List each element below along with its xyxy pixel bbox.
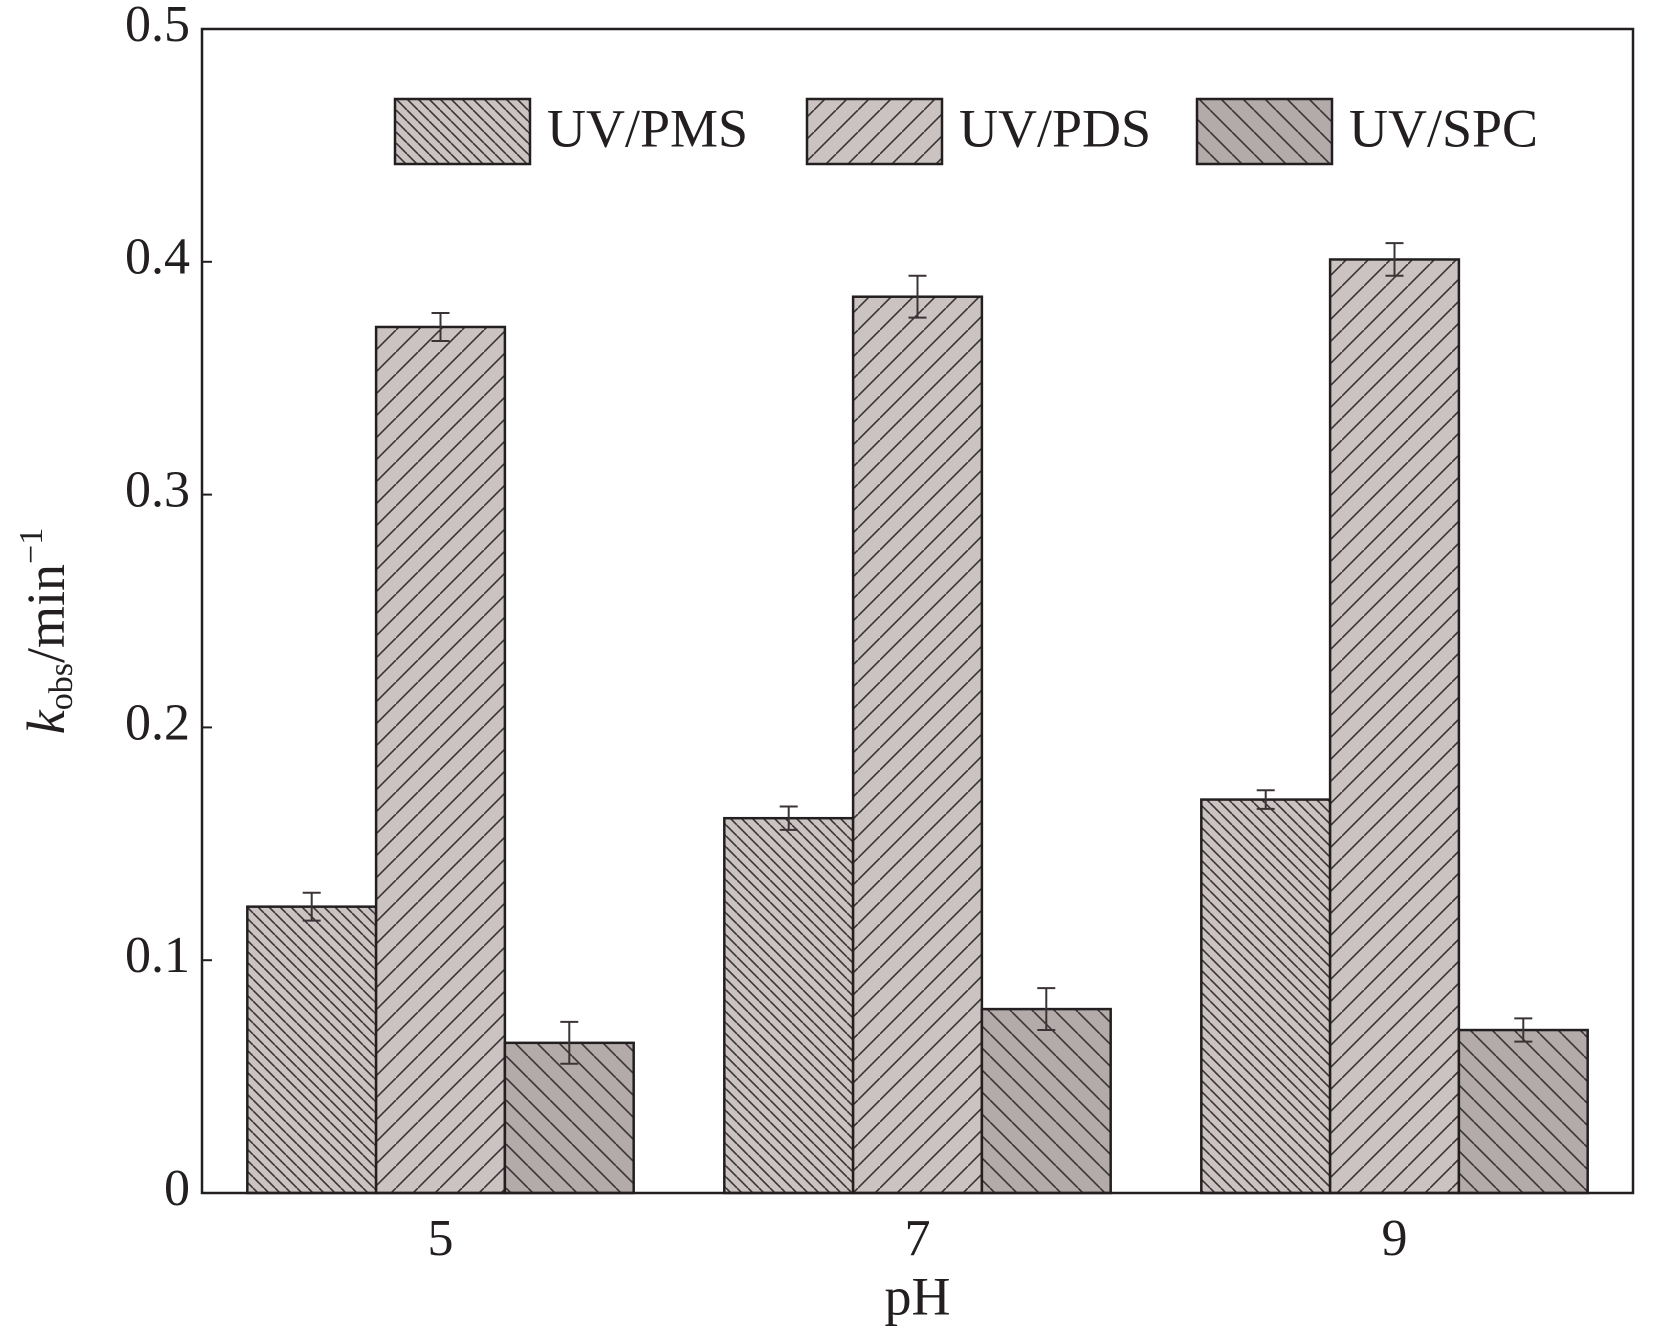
error-bar bbox=[560, 1020, 579, 1065]
y-axis-label-part: obs bbox=[43, 663, 80, 710]
x-axis-label: pH bbox=[885, 1266, 951, 1326]
error-bar bbox=[302, 891, 321, 922]
y-axis-label-part: −1 bbox=[13, 528, 50, 564]
error-bar bbox=[779, 805, 798, 831]
y-axis-label-part: k bbox=[16, 709, 76, 734]
bar bbox=[723, 816, 855, 1195]
legend-swatch bbox=[805, 97, 944, 166]
legend-label: UV/PDS bbox=[959, 98, 1151, 158]
bar bbox=[1328, 258, 1461, 1195]
y-tick-label: 0.5 bbox=[125, 0, 190, 53]
y-axis-label-part: /min bbox=[16, 564, 76, 663]
legend-swatch bbox=[393, 97, 532, 166]
x-tick-label: 5 bbox=[428, 1210, 454, 1267]
y-tick-label: 0.3 bbox=[125, 462, 190, 519]
error-bar bbox=[431, 312, 450, 342]
bar bbox=[374, 325, 507, 1195]
bar bbox=[1200, 798, 1332, 1195]
error-bar bbox=[1037, 987, 1056, 1032]
error-bar bbox=[1385, 242, 1404, 277]
y-tick-label: 0.4 bbox=[125, 229, 190, 286]
y-axis-label: kobs/min−1 bbox=[13, 528, 80, 734]
y-tick-label: 0 bbox=[164, 1160, 190, 1217]
bar bbox=[1457, 1028, 1589, 1195]
legend-label: UV/SPC bbox=[1349, 98, 1538, 158]
bar bbox=[980, 1007, 1112, 1195]
y-tick-label: 0.1 bbox=[125, 927, 190, 984]
x-tick-label: 7 bbox=[905, 1210, 931, 1267]
plot-frame bbox=[200, 27, 1635, 1195]
x-tick-label: 9 bbox=[1382, 1210, 1408, 1267]
bar bbox=[246, 905, 378, 1195]
error-bar bbox=[1514, 1017, 1533, 1043]
bar bbox=[851, 295, 984, 1195]
legend-label: UV/PMS bbox=[547, 98, 748, 158]
error-bar bbox=[1256, 789, 1275, 810]
error-bar bbox=[908, 274, 927, 319]
bar bbox=[503, 1041, 635, 1195]
legend-swatch bbox=[1195, 97, 1334, 166]
y-tick-label: 0.2 bbox=[125, 694, 190, 751]
